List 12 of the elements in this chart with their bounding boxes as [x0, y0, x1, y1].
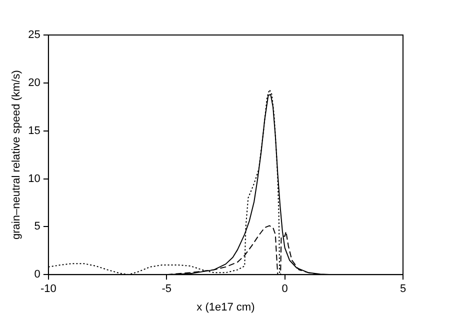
x-tick-label: -10: [40, 283, 56, 296]
x-axis-title: x (1e17 cm): [196, 301, 255, 314]
y-tick-label: 15: [28, 124, 40, 137]
x-tick-label: -5: [162, 283, 172, 296]
y-axis-title: grain–neutral relative speed (km/s): [10, 70, 23, 240]
y-tick-label: 25: [28, 29, 40, 42]
x-tick-label: 0: [282, 283, 288, 296]
x-tick-label: 5: [400, 283, 406, 296]
y-tick-label: 10: [28, 172, 40, 185]
y-tick-label: 20: [28, 76, 40, 89]
y-tick-label: 5: [34, 220, 40, 233]
y-tick-label: 0: [34, 268, 40, 281]
